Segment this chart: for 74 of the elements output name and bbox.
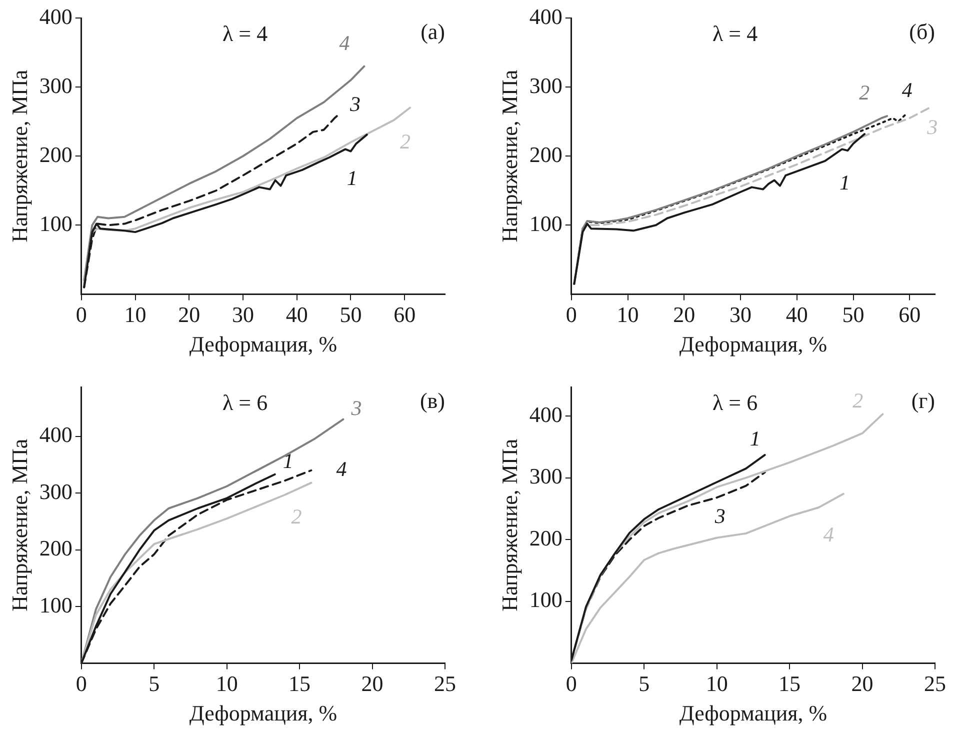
chart-title: λ = 4 xyxy=(222,20,268,46)
y-tick-label: 300 xyxy=(529,464,562,489)
annotation: (в) xyxy=(420,388,445,413)
x-tick-label: 60 xyxy=(394,302,416,328)
x-axis-title: Деформация, % xyxy=(679,332,828,357)
x-tick-label: 20 xyxy=(361,671,384,696)
series-label: 4 xyxy=(336,456,348,481)
y-tick-label: 200 xyxy=(39,536,72,561)
chart-title: λ = 6 xyxy=(712,390,758,415)
x-tick-label: 15 xyxy=(288,671,311,696)
annotation: (а) xyxy=(420,18,445,44)
series-label: 3 xyxy=(350,396,362,420)
series-label: 3 xyxy=(926,114,938,139)
y-axis-title: Напряжение, МПа xyxy=(496,438,522,612)
y-tick-label: 400 xyxy=(39,422,72,448)
x-tick-label: 10 xyxy=(616,302,639,328)
x-tick-label: 0 xyxy=(566,671,577,696)
y-tick-label: 300 xyxy=(39,72,72,98)
series-label: 2 xyxy=(852,388,864,413)
x-tick-label: 0 xyxy=(566,302,577,328)
y-tick-label: 100 xyxy=(39,592,72,618)
y-tick-label: 400 xyxy=(39,4,72,29)
x-tick-label: 10 xyxy=(706,671,728,696)
y-tick-label: 200 xyxy=(529,142,562,167)
y-axis-title: Напряжение, МПа xyxy=(6,70,32,242)
series-label: 4 xyxy=(902,78,913,102)
x-tick-label: 5 xyxy=(638,671,650,696)
y-tick-label: 100 xyxy=(39,210,72,236)
y-tick-label: 100 xyxy=(529,587,562,612)
series-label: 2 xyxy=(291,504,302,528)
y-axis-title: Напряжение, МПа xyxy=(496,70,522,242)
y-tick-label: 400 xyxy=(529,4,562,29)
series-label: 1 xyxy=(282,448,294,473)
annotation: (б) xyxy=(909,18,935,44)
series-label: 1 xyxy=(840,170,850,195)
x-tick-label: 30 xyxy=(730,302,752,328)
series-label: 2 xyxy=(859,80,870,105)
x-tick-label: 20 xyxy=(178,302,200,328)
chart-title: λ = 4 xyxy=(712,20,758,46)
y-tick-label: 400 xyxy=(529,402,562,427)
x-tick-label: 40 xyxy=(786,302,808,328)
y-tick-label: 300 xyxy=(39,478,72,504)
x-tick-label: 15 xyxy=(778,671,801,696)
x-tick-label: 20 xyxy=(851,671,874,696)
x-tick-label: 25 xyxy=(924,671,946,696)
x-tick-label: 40 xyxy=(286,302,308,328)
x-tick-label: 25 xyxy=(434,671,456,696)
x-axis-title: Деформация, % xyxy=(189,700,338,726)
x-tick-label: 20 xyxy=(673,302,696,328)
series-label: 3 xyxy=(714,504,726,528)
series-label: 4 xyxy=(823,522,834,546)
y-tick-label: 200 xyxy=(39,142,72,167)
x-axis-title: Деформация, % xyxy=(679,700,828,726)
x-tick-label: 10 xyxy=(124,302,146,328)
x-tick-label: 0 xyxy=(76,671,87,696)
series-label: 2 xyxy=(400,129,411,154)
x-tick-label: 5 xyxy=(148,671,160,696)
y-tick-label: 200 xyxy=(529,525,562,550)
annotation: (г) xyxy=(911,388,935,413)
chart-title: λ = 6 xyxy=(222,390,268,415)
x-tick-label: 0 xyxy=(76,302,87,328)
y-axis-title: Напряжение, МПа xyxy=(6,438,32,612)
y-tick-label: 300 xyxy=(529,72,562,98)
x-tick-label: 30 xyxy=(232,302,254,328)
series-label: 4 xyxy=(339,30,350,55)
x-tick-label: 10 xyxy=(216,671,238,696)
x-tick-label: 50 xyxy=(842,302,864,328)
series-label: 1 xyxy=(346,166,358,190)
x-axis-title: Деформация, % xyxy=(189,332,338,357)
x-tick-label: 60 xyxy=(898,302,921,328)
series-label: 1 xyxy=(750,426,760,450)
y-tick-label: 100 xyxy=(529,210,562,236)
x-tick-label: 50 xyxy=(340,302,362,328)
series-label: 3 xyxy=(348,92,360,116)
